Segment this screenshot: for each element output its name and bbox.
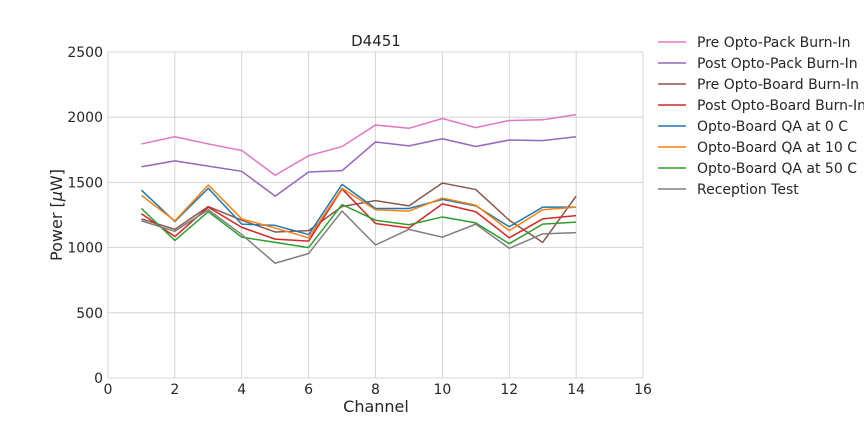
x-tick-label: 0: [104, 382, 113, 398]
x-tick-label: 8: [371, 382, 380, 398]
series-line: [141, 209, 577, 264]
y-axis-label: Power [μW]: [47, 169, 66, 261]
series-line: [140, 203, 577, 249]
series-line: [141, 188, 577, 242]
legend: Pre Opto-Pack Burn-In Post Opto-Pack Burn…: [658, 35, 864, 198]
x-tick-label: 16: [634, 382, 652, 398]
y-tick-label: 500: [76, 306, 103, 322]
series-lines: [140, 113, 577, 264]
legend-label: Post Opto-Pack Burn-In: [697, 56, 858, 72]
x-tick-label: 2: [170, 382, 179, 398]
series-line: [141, 113, 577, 176]
legend-label: Reception Test: [697, 182, 799, 198]
y-axis-label-unit-symbol: μ: [47, 191, 66, 202]
grid: [107, 51, 644, 379]
legend-label: Opto-Board QA at 0 C: [697, 119, 848, 135]
x-tick-labels: 0 2 4 6 8 10 12 14 16: [104, 382, 652, 398]
x-tick-label: 4: [237, 382, 246, 398]
y-tick-label: 2500: [67, 45, 103, 61]
x-tick-label: 14: [567, 382, 585, 398]
y-tick-label: 2000: [67, 110, 103, 126]
chart-title: D4451: [351, 32, 401, 50]
x-tick-label: 12: [500, 382, 518, 398]
y-axis-label-suffix: W]: [47, 169, 66, 191]
y-axis-label-prefix: Power [: [47, 201, 66, 261]
legend-label: Pre Opto-Pack Burn-In: [697, 35, 851, 51]
legend-label: Opto-Board QA at 50 C: [697, 161, 857, 177]
x-tick-label: 6: [304, 382, 313, 398]
x-tick-label: 10: [433, 382, 451, 398]
legend-label: Post Opto-Board Burn-In: [697, 98, 864, 114]
legend-label: Pre Opto-Board Burn-In: [697, 77, 859, 93]
series-line: [140, 183, 577, 236]
y-tick-label: 1500: [67, 175, 103, 191]
series-line: [141, 182, 577, 244]
series-line: [140, 184, 577, 239]
legend-label: Opto-Board QA at 10 C: [697, 140, 857, 156]
y-tick-label: 1000: [67, 241, 103, 257]
y-tick-label: 0: [94, 371, 103, 387]
x-axis-label: Channel: [343, 397, 409, 416]
series-line: [141, 136, 577, 197]
y-tick-labels: 0 500 1000 1500 2000 2500: [67, 45, 103, 387]
